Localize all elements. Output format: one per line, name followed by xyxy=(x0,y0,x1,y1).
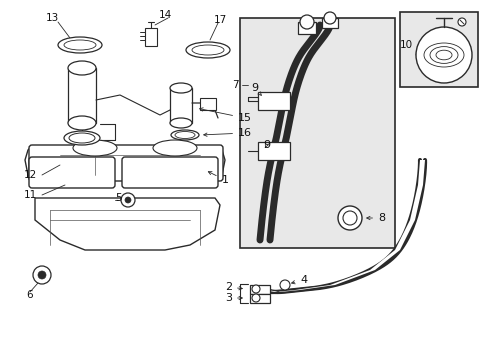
Bar xyxy=(399,12,477,87)
Ellipse shape xyxy=(64,40,96,50)
Bar xyxy=(321,18,337,28)
Circle shape xyxy=(251,294,260,302)
Ellipse shape xyxy=(153,140,197,156)
Bar xyxy=(258,142,289,160)
Polygon shape xyxy=(25,148,224,178)
Ellipse shape xyxy=(73,140,117,156)
Ellipse shape xyxy=(192,45,224,55)
Circle shape xyxy=(415,27,471,83)
Text: 8: 8 xyxy=(366,213,385,223)
Text: 6: 6 xyxy=(27,290,33,300)
Text: 10: 10 xyxy=(399,40,412,50)
Ellipse shape xyxy=(171,130,199,140)
Bar xyxy=(297,22,315,34)
Circle shape xyxy=(125,197,131,203)
Ellipse shape xyxy=(170,83,192,93)
Ellipse shape xyxy=(170,118,192,128)
Ellipse shape xyxy=(68,61,96,75)
FancyBboxPatch shape xyxy=(29,145,223,181)
Circle shape xyxy=(299,15,313,29)
Text: 1: 1 xyxy=(208,172,228,185)
Ellipse shape xyxy=(68,116,96,130)
Text: 13: 13 xyxy=(45,13,59,23)
Bar xyxy=(200,98,216,110)
Bar xyxy=(170,88,192,123)
Circle shape xyxy=(337,206,361,230)
Polygon shape xyxy=(35,198,220,250)
Bar xyxy=(240,18,394,248)
Text: 5: 5 xyxy=(115,193,121,203)
Text: 7: 7 xyxy=(231,80,238,90)
Bar xyxy=(145,28,157,46)
Polygon shape xyxy=(262,160,424,292)
Circle shape xyxy=(251,285,260,293)
Text: 16: 16 xyxy=(203,128,251,138)
Circle shape xyxy=(342,211,356,225)
Ellipse shape xyxy=(58,37,102,53)
Text: 9: 9 xyxy=(250,83,261,95)
Ellipse shape xyxy=(64,131,100,145)
Bar xyxy=(68,68,96,123)
Bar xyxy=(249,285,269,294)
Bar xyxy=(258,92,289,110)
Text: 15: 15 xyxy=(199,108,251,123)
Ellipse shape xyxy=(185,42,229,58)
Text: 9: 9 xyxy=(263,140,269,150)
Circle shape xyxy=(121,193,135,207)
Text: 17: 17 xyxy=(213,15,226,25)
FancyBboxPatch shape xyxy=(29,157,115,188)
Circle shape xyxy=(38,271,46,279)
Circle shape xyxy=(324,12,335,24)
Ellipse shape xyxy=(175,131,195,139)
Bar xyxy=(249,294,269,303)
Text: 11: 11 xyxy=(23,190,37,200)
Text: 14: 14 xyxy=(158,10,171,20)
Ellipse shape xyxy=(69,133,95,143)
Text: 3: 3 xyxy=(224,293,242,303)
Text: 2: 2 xyxy=(224,282,242,292)
Text: 12: 12 xyxy=(23,170,37,180)
Circle shape xyxy=(457,18,465,26)
Text: 4: 4 xyxy=(291,275,306,285)
Circle shape xyxy=(280,280,289,290)
Circle shape xyxy=(33,266,51,284)
FancyBboxPatch shape xyxy=(122,157,218,188)
